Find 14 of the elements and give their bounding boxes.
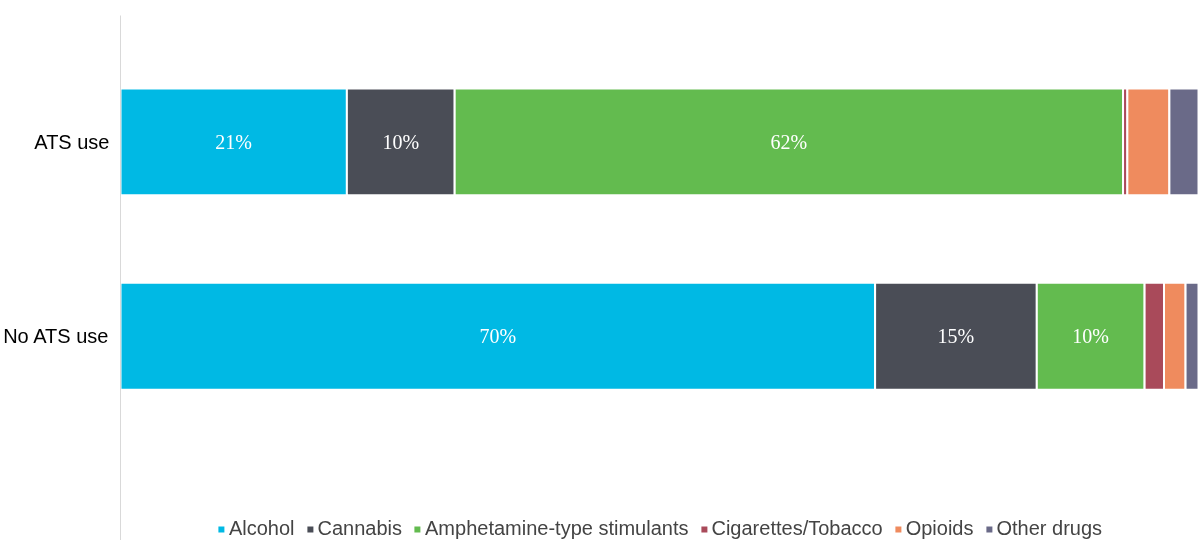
legend-label: Alcohol bbox=[228, 517, 295, 540]
data-label: 10% bbox=[1072, 325, 1110, 348]
legend-label: Cigarettes/Tobacco bbox=[711, 517, 883, 540]
data-label: 62% bbox=[770, 130, 808, 153]
legend-label: Opioids bbox=[905, 517, 974, 540]
legend-label: Amphetamine-type stimulants bbox=[425, 517, 689, 540]
data-label: 70% bbox=[479, 325, 517, 348]
y-tick-label: ATS use bbox=[34, 130, 110, 153]
y-tick-label: No ATS use bbox=[3, 325, 109, 348]
legend-label: Cannabis bbox=[317, 517, 403, 540]
data-label: 10% bbox=[382, 130, 420, 153]
legend-label: Other drugs bbox=[996, 517, 1103, 540]
data-label: 15% bbox=[937, 325, 975, 348]
data-label: 21% bbox=[215, 130, 253, 153]
